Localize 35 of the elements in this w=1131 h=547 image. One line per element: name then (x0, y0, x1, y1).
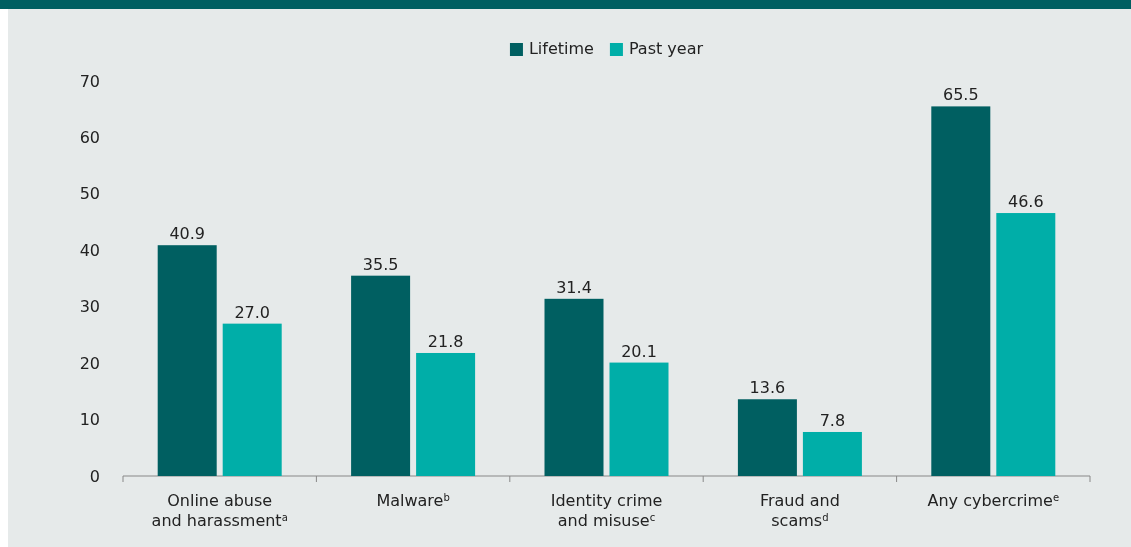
data-label: 65.5 (942, 85, 979, 105)
y-tick-label: 40 (79, 240, 100, 260)
y-tick-label: 20 (79, 353, 100, 373)
bar (609, 362, 669, 476)
y-tick-label: 70 (79, 71, 100, 91)
data-label: 20.1 (621, 341, 657, 361)
y-tick-label: 50 (79, 184, 100, 204)
x-tick-label: Online abuse and harassment$^{a}$ (151, 491, 288, 530)
y-tick-label: 10 (79, 410, 100, 430)
legend-label: Lifetime (528, 39, 594, 58)
bar (544, 298, 604, 476)
data-label: 13.6 (749, 378, 786, 398)
legend-label: Past year (628, 39, 704, 58)
data-label: 21.8 (427, 331, 464, 351)
y-tick-label: 0 (89, 466, 100, 486)
data-label: 27.0 (234, 302, 271, 322)
x-tick-label: Any cybercrime$^{e}$ (927, 491, 1060, 510)
bar (802, 431, 862, 476)
bar (737, 399, 797, 476)
bar (416, 352, 476, 476)
data-label: 40.9 (169, 224, 206, 244)
x-tick-label: Identity crime and misuse$^{c}$ (550, 491, 663, 530)
data-label: 7.8 (819, 410, 846, 430)
data-label: 31.4 (556, 277, 592, 297)
data-label: 35.5 (362, 254, 399, 274)
y-tick-label: 30 (79, 297, 100, 317)
bar (351, 275, 411, 476)
data-label: 46.6 (1007, 192, 1044, 212)
bar (222, 323, 282, 476)
bar (996, 213, 1056, 476)
bar (157, 245, 217, 476)
y-tick-label: 60 (79, 128, 100, 148)
x-tick-label: Malware$^{b}$ (376, 491, 450, 510)
x-tick-label: Fraud and scams$^{d}$ (759, 491, 840, 530)
bar (931, 106, 991, 476)
